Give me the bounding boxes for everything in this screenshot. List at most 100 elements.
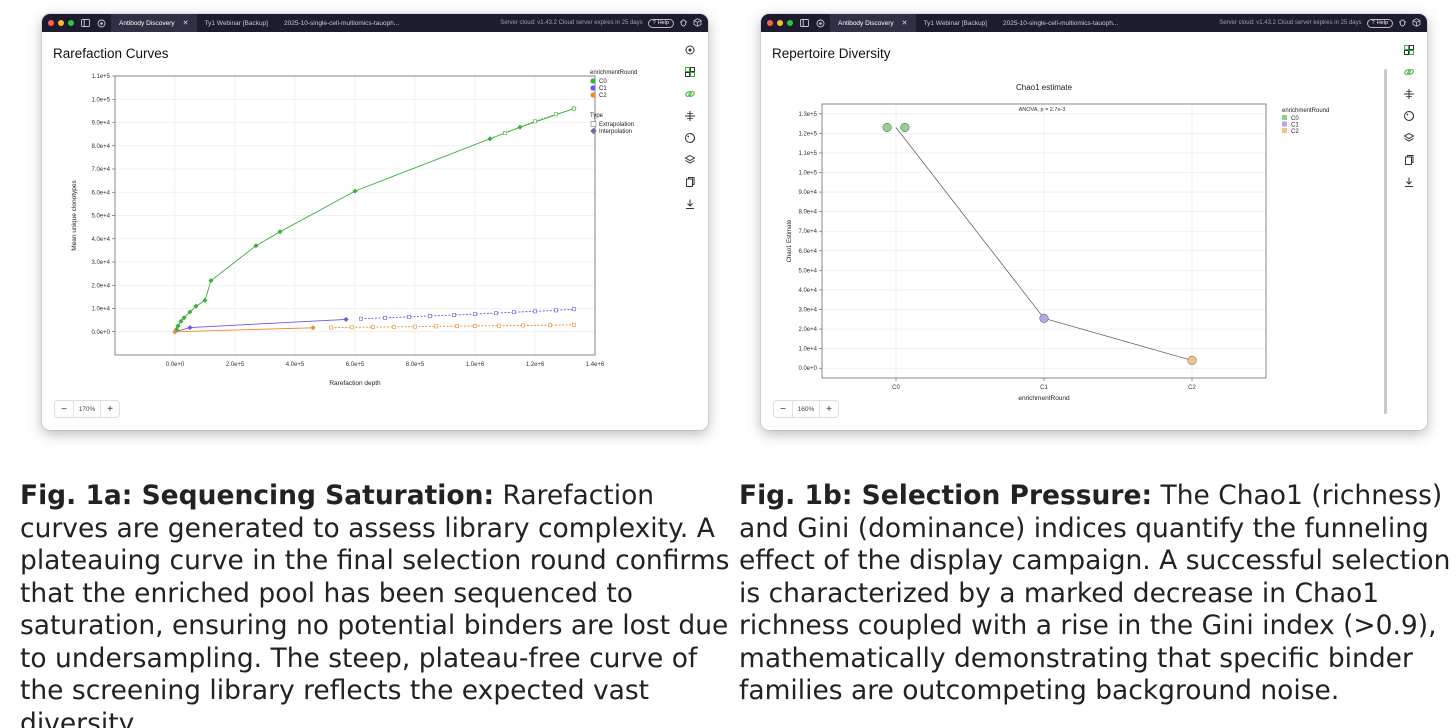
minimize-window-button[interactable] <box>777 20 783 26</box>
tab-antibody-discovery[interactable]: Antibody Discovery ✕ <box>830 14 916 32</box>
series-line-c1 <box>174 318 347 333</box>
help-button[interactable]: ? Help <box>1366 18 1393 28</box>
tab-ty1-webinar[interactable]: Ty1 Webinar [Backup] <box>916 14 995 32</box>
x-tick-label: C0 <box>892 385 900 391</box>
x-tick-label: 8.0e+5 <box>406 362 425 368</box>
data-point <box>187 325 193 331</box>
copy-tool-button[interactable] <box>1399 150 1419 170</box>
maximize-window-button[interactable] <box>787 20 793 26</box>
data-point <box>208 278 214 284</box>
minimize-window-button[interactable] <box>58 20 64 26</box>
download-icon <box>686 199 694 209</box>
sidebar-toggle-icon[interactable] <box>800 19 809 28</box>
zoom-out-button[interactable]: − <box>61 403 67 415</box>
zoom-level: 170% <box>73 401 101 417</box>
legend-title: enrichmentRound <box>590 70 637 76</box>
data-point <box>554 308 558 313</box>
grid-tool-button[interactable] <box>680 62 700 82</box>
y-tick-label: 6.0e+4 <box>798 249 817 255</box>
legend-label: C0 <box>599 79 607 85</box>
legend-swatch <box>1282 128 1287 133</box>
close-window-button[interactable] <box>48 20 54 26</box>
tab-single-cell-multiomics[interactable]: 2025-10-single-cell-multiomics-tauoph... <box>276 14 407 32</box>
zoom-in-button[interactable]: + <box>107 403 113 415</box>
chart-toolbar <box>678 40 702 214</box>
zoom-level: 160% <box>792 401 820 417</box>
grid-tool-button[interactable] <box>1399 40 1419 60</box>
palette-tool-button[interactable] <box>680 128 700 148</box>
copy-tool-button[interactable] <box>680 172 700 192</box>
data-point <box>572 106 576 111</box>
data-point <box>494 311 498 316</box>
y-tick-label: 5.0e+4 <box>91 214 110 220</box>
cube-icon[interactable] <box>693 17 702 29</box>
legend-swatch <box>590 92 596 98</box>
data-point <box>517 124 523 130</box>
chao1-chart[interactable]: 0.0e+0 1.0e+4 2.0e+4 3.0e+4 4.0e+4 5.0e+4 6.0e… <box>761 14 1427 430</box>
figure-caption-1a: Fig. 1a: Sequencing Saturation: Rarefact… <box>20 480 732 728</box>
title-bar: Antibody Discovery ✕ Ty1 Webinar [Backup… <box>42 14 708 32</box>
help-button[interactable]: ? Help <box>647 18 674 28</box>
data-point <box>359 316 363 321</box>
close-icon[interactable]: ✕ <box>182 20 189 27</box>
download-tool-button[interactable] <box>680 194 700 214</box>
rarefaction-chart[interactable]: 0.0e+0 2.0e+5 4.0e+5 6.0e+5 8.0e+5 1.0e+6 1.2e… <box>42 14 708 430</box>
legend-swatch <box>1282 121 1287 127</box>
download-tool-button[interactable] <box>1399 172 1419 192</box>
link-icon <box>1404 69 1414 75</box>
zoom-out-button[interactable]: − <box>780 403 786 415</box>
maximize-window-button[interactable] <box>68 20 74 26</box>
zoom-in-button[interactable]: + <box>826 403 832 415</box>
title-bar: Antibody Discovery ✕ Ty1 Webinar [Backup… <box>761 14 1427 32</box>
panel-title: Rarefaction Curves <box>53 46 169 61</box>
copy-icon <box>686 177 695 187</box>
data-point <box>533 119 537 124</box>
data-point <box>172 329 178 335</box>
figure-caption-1b: Fig. 1b: Selection Pressure: The Chao1 (… <box>739 480 1451 708</box>
data-point <box>352 188 358 194</box>
link-tool-button[interactable] <box>1399 62 1419 82</box>
bug-icon[interactable] <box>679 18 688 29</box>
y-tick-label: 9.0e+4 <box>91 121 110 127</box>
y-axis-label: Mean unique clonotypes <box>71 180 78 251</box>
sidebar-toggle-icon[interactable] <box>81 19 90 28</box>
settings-icon[interactable] <box>97 19 106 28</box>
data-point-c0 <box>882 122 892 133</box>
chart-title: Chao1 estimate <box>1016 83 1073 92</box>
close-window-button[interactable] <box>767 20 773 26</box>
tab-ty1-webinar[interactable]: Ty1 Webinar [Backup] <box>197 14 276 32</box>
close-icon[interactable]: ✕ <box>901 20 908 27</box>
legend-label: C2 <box>1291 129 1299 135</box>
layers-tool-button[interactable] <box>680 150 700 170</box>
move-tool-button[interactable] <box>680 106 700 126</box>
layers-icon <box>1403 132 1415 142</box>
settings-icon[interactable] <box>816 19 825 28</box>
layers-tool-button[interactable] <box>1399 128 1419 148</box>
y-tick-label: 1.1e+5 <box>798 151 817 157</box>
tab-antibody-discovery[interactable]: Antibody Discovery ✕ <box>111 14 197 32</box>
window-repertoire-diversity: Antibody Discovery ✕ Ty1 Webinar [Backup… <box>761 14 1427 430</box>
settings-tool-button[interactable] <box>680 40 700 60</box>
vertical-scrollbar[interactable] <box>1384 69 1387 414</box>
data-point <box>497 323 501 328</box>
zoom-control: − 160% + <box>773 400 839 418</box>
move-tool-button[interactable] <box>1399 84 1419 104</box>
y-tick-label: 8.0e+4 <box>798 210 817 216</box>
data-point <box>572 322 576 327</box>
download-icon <box>1405 177 1413 187</box>
caption-label: Fig. 1a: Sequencing Saturation: <box>20 480 495 511</box>
data-point <box>487 136 493 142</box>
bug-icon[interactable] <box>1398 18 1407 29</box>
data-point <box>473 324 477 328</box>
data-point <box>434 324 438 329</box>
cube-icon[interactable] <box>1412 17 1421 29</box>
data-point <box>428 314 432 318</box>
tab-single-cell-multiomics[interactable]: 2025-10-single-cell-multiomics-tauoph... <box>995 14 1126 32</box>
x-tick-label: 1.4e+6 <box>586 362 605 368</box>
data-point <box>503 131 507 135</box>
legend-swatch <box>1282 115 1287 120</box>
palette-tool-button[interactable] <box>1399 106 1419 126</box>
data-point <box>350 325 354 330</box>
legend-type-swatch <box>590 127 597 135</box>
link-tool-button[interactable] <box>680 84 700 104</box>
